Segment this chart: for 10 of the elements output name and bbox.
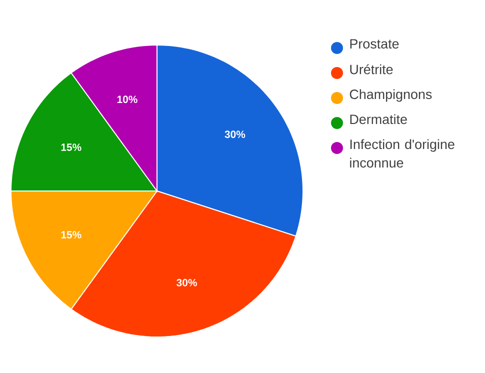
legend-label: Urétrite <box>350 64 393 74</box>
data-label: 30% <box>224 130 246 138</box>
data-label: 15% <box>61 231 82 238</box>
legend-label: Prostate <box>350 39 399 49</box>
legend-label: Infection d'origine inconnue <box>350 139 454 168</box>
data-label: 10% <box>117 96 138 104</box>
legend-label: Champignons <box>350 89 432 102</box>
legend-label: Dermatite <box>350 114 407 124</box>
data-label: 30% <box>176 278 197 286</box>
data-label: 15% <box>61 144 82 151</box>
